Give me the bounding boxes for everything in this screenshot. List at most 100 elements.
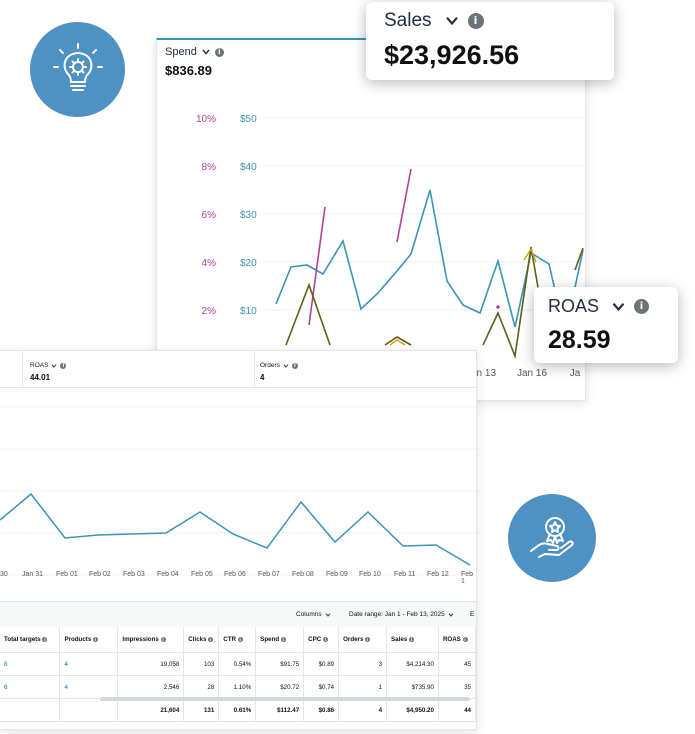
table-cell: 35 [438, 675, 477, 699]
front-x-tick: Feb 07 [258, 571, 280, 578]
table-row: 8 4 19,058 103 0.54% $91.75 $0.89 3 $4,214.30 45 [0, 652, 477, 676]
columns-dropdown[interactable]: Columns [296, 611, 331, 618]
table-cell: $91.75 [255, 652, 305, 676]
spend-metric-label: Spend [165, 46, 197, 58]
chevron-down-icon [283, 363, 289, 368]
front-line-chart [0, 406, 476, 576]
table-cell [59, 698, 119, 722]
table-cell: 28 [183, 675, 220, 699]
info-icon: i [291, 362, 298, 369]
column-header[interactable]: Total targets i [0, 627, 61, 653]
front-x-tick: Feb 11 [394, 571, 416, 578]
roas-metric-label: ROAS [30, 362, 49, 369]
table-cell: 1.10% [218, 675, 257, 699]
front-x-tick: Feb 01 [56, 571, 78, 578]
table-cell: 1 [338, 675, 388, 699]
table-cell: $20.72 [255, 675, 305, 699]
horizontal-scrollbar[interactable] [100, 697, 470, 701]
table-cell: 0.54% [218, 652, 257, 676]
date-range-label: Date range: Jan 1 - Feb 13, 2025 [349, 611, 445, 618]
orders-metric-label: Orders [260, 362, 280, 369]
info-icon: i [408, 637, 414, 642]
info-icon: i [160, 637, 166, 642]
column-header[interactable]: ROAS i [438, 627, 477, 653]
front-x-axis: 30 Jan 31 Feb 01 Feb 02 Feb 03 Feb 04 Feb 05 Fe… [0, 571, 476, 585]
table-cell: 103 [183, 652, 220, 676]
table-cell: 21,604 [117, 698, 185, 722]
spend-metric-value: $836.89 [165, 63, 212, 78]
column-header[interactable]: CPC i [303, 627, 340, 653]
front-x-tick: Feb 08 [292, 571, 314, 578]
sales-value: $23,926.56 [384, 40, 520, 70]
lightbulb-badge [30, 22, 125, 117]
table-cell: 2,546 [117, 675, 185, 699]
front-x-tick: Feb 10 [359, 571, 381, 578]
table-cell: $735.90 [386, 675, 439, 699]
roas-card-label: ROAS [548, 296, 600, 316]
table-cell: 44 [438, 698, 477, 722]
info-icon: i [365, 637, 371, 642]
info-icon: i [462, 637, 468, 642]
info-icon: i [467, 13, 484, 29]
table-cell: 0.61% [218, 698, 257, 722]
sales-label: Sales [384, 10, 432, 31]
chevron-down-icon [202, 49, 210, 55]
roas-metric-card: ROAS i 28.59 [534, 287, 678, 363]
roas-metric-selector[interactable]: ROAS i [30, 362, 67, 369]
table-cell: 4 [338, 698, 388, 722]
table-cell: 19,058 [117, 652, 185, 676]
sales-metric-selector[interactable]: Sales i [384, 10, 484, 32]
orders-metric-selector[interactable]: Orders i [260, 362, 298, 369]
table-cell: $4,950.20 [386, 698, 439, 722]
front-x-tick: Feb 04 [157, 571, 179, 578]
info-icon: i [280, 637, 286, 642]
front-x-tick: Feb 12 [427, 571, 449, 578]
info-icon: i [634, 299, 650, 314]
spend-chart-panel: Spend i $836.89 [156, 38, 586, 401]
columns-label: Columns [296, 611, 322, 618]
table-total-row: 21,604 131 0.61% $112.47 $0.86 4 $4,950.20 44 [0, 698, 477, 722]
column-header[interactable]: Products i [59, 627, 119, 653]
column-header[interactable]: Spend i [255, 627, 305, 653]
table-cell: $0.86 [303, 698, 340, 722]
table-cell [0, 698, 61, 722]
table-header-row: Total targets i Products i Impressions i Cl… [0, 627, 477, 653]
front-x-tick: Feb 03 [123, 571, 145, 578]
award-badge [508, 494, 596, 582]
table-cell[interactable]: 8 [0, 652, 61, 676]
column-header[interactable]: Sales i [386, 627, 439, 653]
info-icon: i [208, 637, 214, 642]
front-x-tick: Feb 02 [89, 571, 111, 578]
column-header[interactable]: Impressions i [117, 627, 185, 653]
hand-award-icon [530, 517, 574, 558]
campaign-panel: ROAS i 44.01 Orders i 4 30 Jan 31 Feb 01 Fe… [0, 350, 477, 730]
info-icon: i [322, 637, 328, 642]
info-icon: i [214, 47, 224, 57]
column-header[interactable]: CTR i [218, 627, 257, 653]
table-cell: $4,214.30 [386, 652, 439, 676]
spend-metric-selector[interactable]: Spend i [165, 46, 224, 58]
front-x-tick: Jan 31 [22, 571, 44, 578]
front-x-tick: Feb 05 [191, 571, 213, 578]
table-cell[interactable]: 6 [0, 675, 61, 699]
export-button[interactable]: E [470, 611, 475, 618]
front-series-line [0, 492, 471, 566]
table-cell: $0.74 [303, 675, 340, 699]
chevron-down-icon [612, 302, 625, 311]
front-x-tick: Feb 06 [224, 571, 246, 578]
roas-card-selector[interactable]: ROAS i [548, 296, 650, 317]
front-x-tick: 30 [0, 571, 8, 578]
date-range-dropdown[interactable]: Date range: Jan 1 - Feb 13, 2025 [349, 611, 454, 618]
campaign-table: Total targets i Products i Impressions i Cl… [0, 627, 477, 722]
table-cell: 131 [183, 698, 220, 722]
column-header[interactable]: Clicks i [183, 627, 220, 653]
roas-metric-value: 44.01 [30, 373, 51, 382]
info-icon: i [93, 637, 98, 642]
column-header[interactable]: Orders i [338, 627, 388, 653]
table-cell: 45 [438, 652, 477, 676]
table-cell[interactable]: 4 [59, 652, 119, 676]
chevron-down-icon [52, 363, 57, 368]
chevron-down-icon [325, 612, 331, 617]
info-icon: i [237, 637, 243, 642]
table-cell[interactable]: 4 [59, 675, 119, 699]
